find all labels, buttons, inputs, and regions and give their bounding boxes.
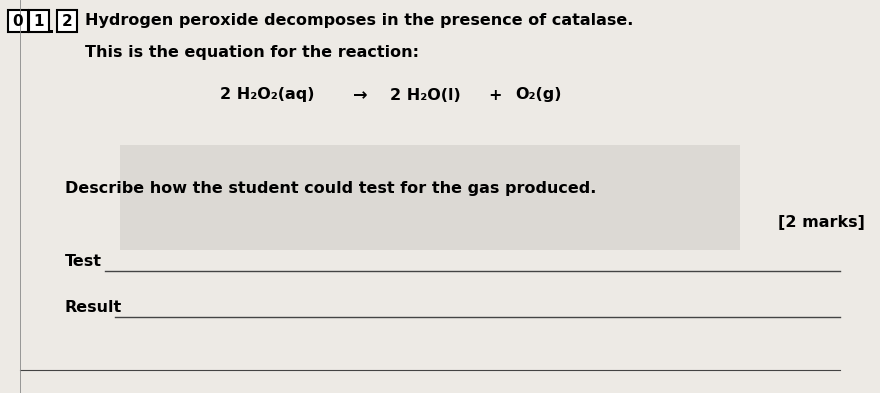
Text: +: +	[488, 88, 502, 103]
Bar	[120, 145, 740, 250]
Text: [2 marks]: [2 marks]	[778, 215, 865, 230]
Text: Hydrogen peroxide decomposes in the presence of catalase.: Hydrogen peroxide decomposes in the pres…	[85, 13, 634, 29]
Text: Test: Test	[65, 255, 102, 270]
Bar	[57, 10, 77, 32]
Text: .: .	[48, 19, 55, 37]
Text: O₂(g): O₂(g)	[515, 88, 561, 103]
Text: This is the equation for the reaction:: This is the equation for the reaction:	[85, 44, 419, 59]
Text: 2 H₂O(l): 2 H₂O(l)	[390, 88, 461, 103]
Text: 2 H₂O₂(aq): 2 H₂O₂(aq)	[220, 88, 314, 103]
Bar	[29, 10, 49, 32]
Text: 2: 2	[62, 13, 72, 29]
Text: Result: Result	[65, 301, 122, 316]
Bar	[8, 10, 28, 32]
Text: →: →	[353, 86, 367, 104]
Text: Describe how the student could test for the gas produced.: Describe how the student could test for …	[65, 180, 597, 195]
Text: 0: 0	[12, 13, 23, 29]
Text: 1: 1	[33, 13, 44, 29]
